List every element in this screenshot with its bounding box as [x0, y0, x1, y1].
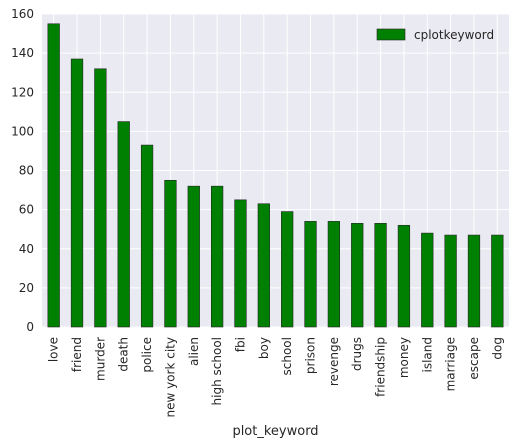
- x-tick-label: money: [397, 337, 411, 378]
- bar-fbi: [234, 199, 247, 328]
- x-tick-label: murder: [93, 337, 107, 381]
- bar-alien: [187, 185, 200, 328]
- bar-murder: [94, 68, 107, 328]
- y-tick-label: 0: [26, 320, 34, 334]
- bar-prison: [304, 221, 317, 328]
- bar-death: [117, 121, 130, 328]
- bar-new-york-city: [164, 179, 177, 328]
- bar-escape: [467, 234, 481, 328]
- y-tick-label: 60: [19, 203, 34, 217]
- x-tick-label: police: [140, 337, 154, 373]
- bar-high-school: [210, 185, 224, 328]
- bar-marriage: [444, 234, 457, 328]
- y-tick-label: 20: [19, 281, 34, 295]
- y-tick-label: 160: [11, 7, 34, 21]
- x-tick-label: drugs: [350, 337, 364, 371]
- y-tick-label: 80: [19, 164, 34, 178]
- y-tick-label: 140: [11, 46, 34, 60]
- bar-love: [47, 23, 60, 328]
- x-tick-label: new york city: [163, 337, 177, 418]
- x-tick-labels: love friend murder death police new york city…: [47, 337, 505, 418]
- x-tick-label: school: [280, 337, 294, 375]
- bar-school: [281, 211, 294, 328]
- x-tick-label: boy: [257, 337, 271, 359]
- bar-police: [140, 144, 154, 328]
- bar-revenge: [327, 221, 341, 328]
- y-tick-label: 40: [19, 242, 34, 256]
- y-tick-label: 100: [11, 124, 34, 138]
- x-tick-label: marriage: [444, 337, 458, 391]
- x-tick-label: friendship: [374, 337, 388, 397]
- legend: cplotkeyword: [376, 28, 494, 42]
- bar-dog: [491, 234, 504, 328]
- legend-swatch-cplotkeyword: [376, 28, 406, 41]
- bar-friend: [70, 58, 84, 328]
- bar-money: [397, 224, 411, 328]
- x-tick-label: escape: [467, 337, 481, 380]
- x-tick-label: revenge: [327, 337, 341, 386]
- bars: [47, 23, 504, 328]
- x-tick-label: island: [420, 337, 434, 373]
- x-tick-label: dog: [490, 337, 504, 360]
- x-tick-label: prison: [304, 337, 318, 374]
- x-tick-label: high school: [210, 337, 224, 405]
- bar-boy: [257, 203, 270, 328]
- bar-drugs: [351, 223, 364, 328]
- x-tick-label: love: [47, 337, 61, 362]
- x-tick-label: death: [117, 337, 131, 372]
- x-tick-label: friend: [70, 337, 84, 372]
- legend-label-cplotkeyword: cplotkeyword: [414, 28, 494, 42]
- bar-friendship: [374, 223, 387, 328]
- y-tick-labels: 0 20 40 60 80 100 120 140 160: [11, 7, 34, 334]
- x-tick-label: fbi: [233, 337, 247, 352]
- x-axis-title: plot_keyword: [232, 424, 318, 439]
- bar-island: [421, 232, 434, 328]
- x-tick-label: alien: [187, 337, 201, 366]
- y-tick-label: 120: [11, 85, 34, 99]
